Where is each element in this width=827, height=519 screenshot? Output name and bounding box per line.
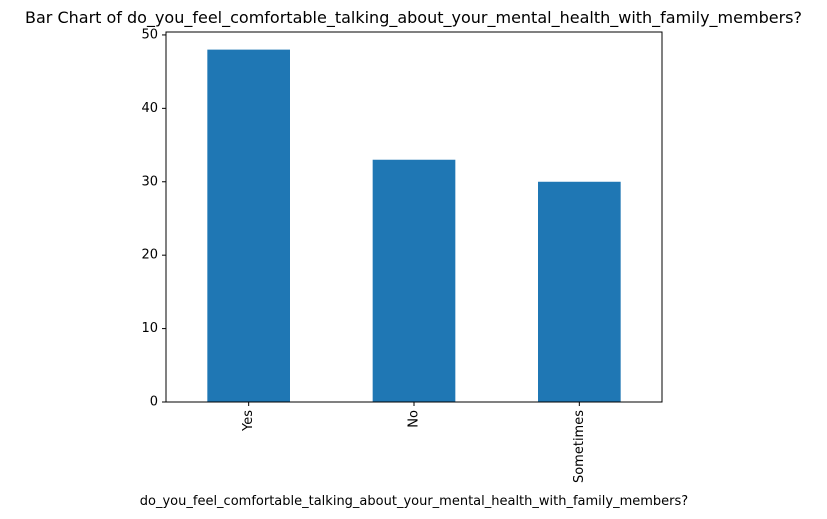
bars-group	[207, 49, 621, 402]
bar-no	[372, 159, 456, 402]
y-tick-label: 20	[141, 248, 158, 263]
x-axis-label: do_you_feel_comfortable_talking_about_yo…	[140, 494, 688, 509]
y-tick-label: 10	[141, 321, 158, 336]
bar-sometimes	[538, 181, 621, 402]
y-tick-label: 50	[141, 27, 158, 42]
x-tick-label: Sometimes	[572, 410, 587, 483]
y-tick-label: 0	[150, 395, 158, 410]
y-tick-label: 30	[141, 174, 158, 189]
plot-frame	[165, 31, 663, 403]
bar-yes	[207, 49, 290, 402]
x-tick-label: No	[407, 410, 422, 428]
x-axis: Yes No Sometimes	[241, 402, 587, 483]
chart-title: Bar Chart of do_you_feel_comfortable_tal…	[25, 8, 802, 28]
y-axis: 0 10 20 30 40 50	[141, 27, 166, 410]
y-tick-label: 40	[141, 101, 158, 116]
x-tick-label: Yes	[241, 410, 256, 432]
